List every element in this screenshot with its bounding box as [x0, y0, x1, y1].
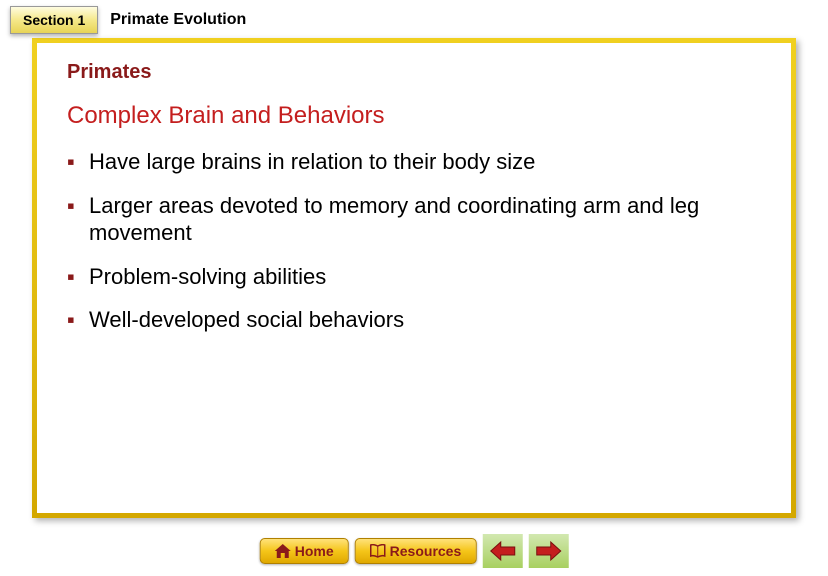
nav-bar: Home Resources — [260, 534, 569, 568]
next-button[interactable] — [528, 534, 568, 568]
slide-title: Complex Brain and Behaviors — [67, 102, 761, 130]
list-item: Have large brains in relation to their b… — [67, 148, 761, 176]
resources-button[interactable]: Resources — [355, 538, 477, 564]
panel-inner: Primates Complex Brain and Behaviors Hav… — [37, 43, 791, 368]
section-tab: Section 1 — [10, 6, 98, 34]
subheading: Primates — [67, 61, 761, 84]
content-panel: Primates Complex Brain and Behaviors Hav… — [32, 38, 796, 518]
chapter-title: Primate Evolution — [110, 11, 246, 29]
slide-header: Section 1 Primate Evolution — [10, 6, 246, 34]
slide-wrapper: Section 1 Primate Evolution Primates Com… — [0, 0, 828, 576]
home-icon — [275, 544, 291, 558]
arrow-right-icon — [534, 540, 562, 562]
list-item: Larger areas devoted to memory and coord… — [67, 192, 761, 247]
arrow-left-icon — [488, 540, 516, 562]
list-item: Well-developed social behaviors — [67, 306, 761, 334]
home-label: Home — [295, 543, 334, 559]
prev-button[interactable] — [482, 534, 522, 568]
bullet-list: Have large brains in relation to their b… — [67, 148, 761, 334]
home-button[interactable]: Home — [260, 538, 349, 564]
book-icon — [370, 544, 386, 558]
resources-label: Resources — [390, 543, 462, 559]
list-item: Problem-solving abilities — [67, 263, 761, 291]
